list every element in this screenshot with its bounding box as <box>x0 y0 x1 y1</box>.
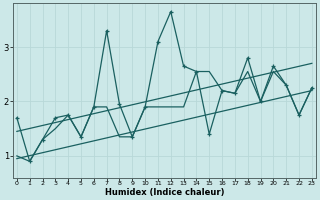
X-axis label: Humidex (Indice chaleur): Humidex (Indice chaleur) <box>105 188 224 197</box>
